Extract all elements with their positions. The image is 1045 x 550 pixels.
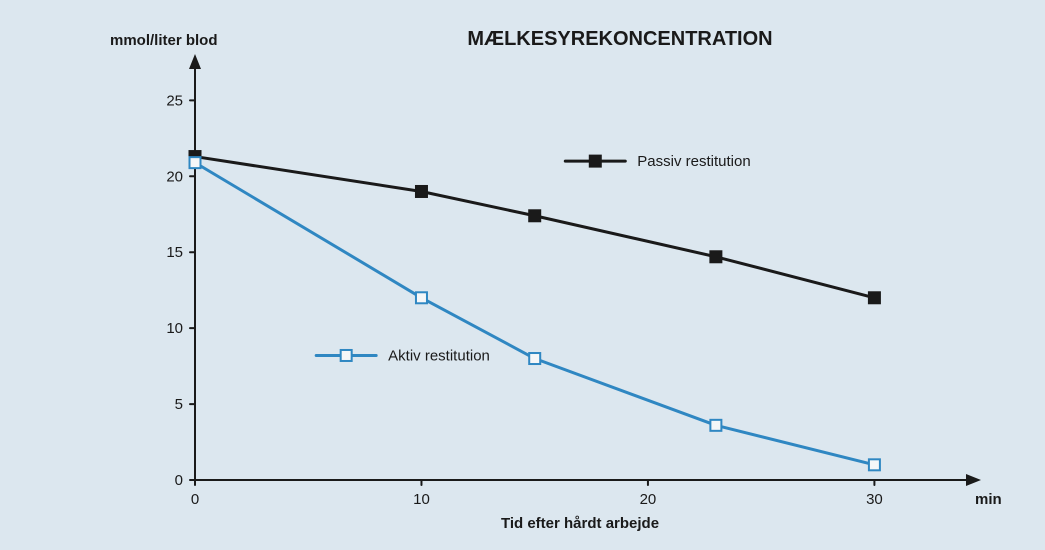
chart-background (0, 0, 1045, 550)
y-tick-label: 10 (166, 320, 183, 337)
series-marker-0 (710, 251, 721, 262)
y-tick-label: 25 (166, 92, 183, 109)
series-marker-1 (416, 292, 427, 303)
y-axis-label: mmol/liter blod (110, 32, 218, 49)
lactate-chart: MÆLKESYREKONCENTRATION mmol/liter blod 0 5 1… (0, 0, 1045, 550)
x-axis-label: Tid efter hårdt arbejde (501, 515, 659, 532)
series-marker-1 (529, 353, 540, 364)
legend-sample-marker (590, 156, 601, 167)
series-marker-0 (416, 186, 427, 197)
series-marker-1 (710, 420, 721, 431)
chart-title: MÆLKESYREKONCENTRATION (467, 28, 772, 50)
x-tick-label: 30 (866, 491, 883, 508)
series-marker-1 (190, 157, 201, 168)
series-marker-0 (529, 210, 540, 221)
series-marker-0 (869, 292, 880, 303)
chart-svg: MÆLKESYREKONCENTRATION mmol/liter blod 0 5 1… (0, 0, 1045, 550)
x-tick-label: 10 (413, 491, 430, 508)
legend-label: Passiv restitution (637, 153, 750, 170)
y-tick-label: 0 (175, 472, 183, 489)
x-axis-unit: min (975, 491, 1002, 508)
series-marker-1 (869, 459, 880, 470)
y-tick-label: 15 (166, 244, 183, 261)
legend-label: Aktiv restitution (388, 347, 490, 364)
legend-sample-marker (341, 350, 352, 361)
x-tick-label: 0 (191, 491, 199, 508)
x-tick-label: 20 (640, 491, 657, 508)
y-tick-label: 5 (175, 396, 183, 413)
y-tick-label: 20 (166, 168, 183, 185)
